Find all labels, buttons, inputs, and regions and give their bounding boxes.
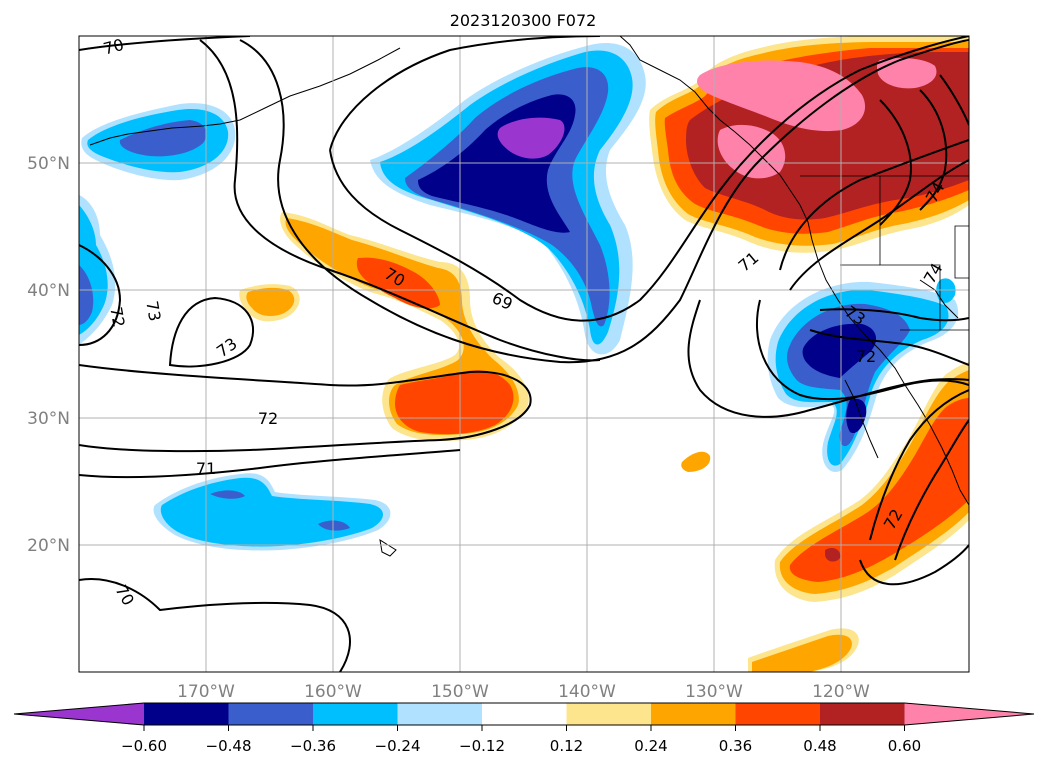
anomaly-shading: [79, 36, 969, 672]
colorbar-tick-label: 0.36: [719, 737, 752, 755]
contour-label: 72: [258, 409, 278, 428]
contour-label: 72: [856, 347, 876, 366]
map-panel: 70 73 72 71 70 70 69 71 73 72 72 74 74 7…: [79, 35, 969, 672]
lon-label: 130°W: [685, 682, 743, 702]
contour-label: 70: [101, 35, 126, 59]
lat-label: 30°N: [27, 409, 70, 429]
colorbar-tick-label: 0.24: [634, 737, 667, 755]
lon-label: 170°W: [177, 682, 235, 702]
colorbar-segment: [566, 703, 651, 725]
lon-label: 160°W: [304, 682, 362, 702]
lon-labels: 170°W 160°W 150°W 140°W 130°W 120°W: [177, 682, 870, 702]
colorbar-segment: [313, 703, 398, 725]
lon-label: 120°W: [812, 682, 870, 702]
colorbar-segment: [482, 703, 567, 725]
colorbar-tick-label: −0.12: [459, 737, 505, 755]
contour-label: 73: [142, 299, 164, 322]
gridlines: [79, 36, 969, 672]
colorbar-segment: [397, 703, 482, 725]
colorbar-segment: [14, 703, 144, 725]
colorbar-tick-label: 0.60: [888, 737, 921, 755]
lat-labels: 50°N 40°N 30°N 20°N: [27, 154, 70, 556]
colorbar-segment: [228, 703, 313, 725]
lon-label: 140°W: [558, 682, 616, 702]
colorbar-tick-label: −0.60: [121, 737, 167, 755]
map-title: 2023120300 F072: [450, 11, 597, 30]
colorbar-tick-label: 0.12: [550, 737, 583, 755]
contour-label: 72: [106, 305, 128, 328]
colorbar-segment: [820, 703, 905, 725]
colorbar-tick-label: −0.36: [290, 737, 336, 755]
contour-lines: [79, 36, 969, 672]
colorbar-segment: [144, 703, 229, 725]
colorbar-segment: [735, 703, 820, 725]
lon-label: 150°W: [431, 682, 489, 702]
colorbar-tick-label: −0.24: [375, 737, 421, 755]
colorbar-tick-label: −0.48: [206, 737, 252, 755]
contour-label: 71: [196, 459, 216, 478]
colorbar-tick-label: 0.48: [803, 737, 836, 755]
colorbar: −0.60 −0.48 −0.36 −0.24 −0.12 0.12 0.24 …: [13, 702, 1035, 755]
lat-label: 50°N: [27, 154, 70, 174]
colorbar-segment: [651, 703, 736, 725]
map-frame: [78, 35, 970, 673]
colorbar-segment: [904, 703, 1034, 725]
lat-label: 40°N: [27, 281, 70, 301]
lat-label: 20°N: [27, 536, 70, 556]
